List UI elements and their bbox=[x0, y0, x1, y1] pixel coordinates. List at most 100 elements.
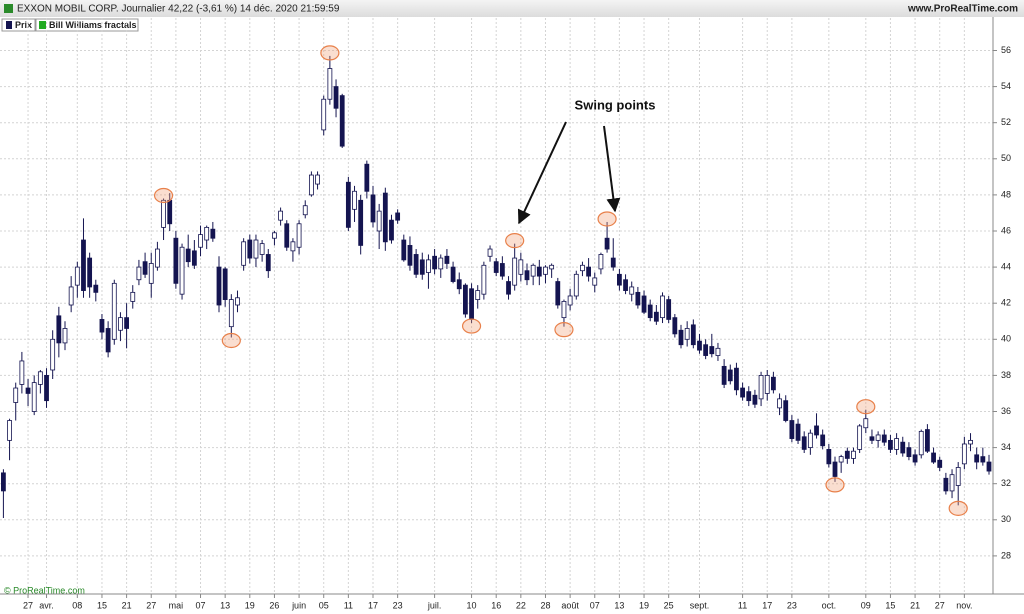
candle-body bbox=[222, 268, 228, 300]
candle-body bbox=[580, 264, 585, 272]
y-tick-label: 52 bbox=[1001, 117, 1011, 127]
x-tick-label: 13 bbox=[220, 600, 230, 610]
candle-body bbox=[407, 245, 413, 266]
candle-body bbox=[949, 474, 955, 492]
y-tick-label: 56 bbox=[1001, 45, 1011, 55]
candle-body bbox=[198, 234, 203, 248]
legend-label: Bill Williams fractals bbox=[49, 20, 136, 30]
candle-body bbox=[758, 374, 764, 400]
candle-body bbox=[228, 299, 234, 328]
x-tick-label: 27 bbox=[935, 600, 945, 610]
candle-body bbox=[814, 425, 819, 436]
candle-body bbox=[167, 199, 173, 225]
candle-body bbox=[7, 420, 12, 441]
x-tick-label: juin bbox=[291, 600, 306, 610]
x-tick-label: 09 bbox=[861, 600, 871, 610]
candle-body bbox=[660, 295, 665, 319]
candle-body bbox=[241, 241, 247, 266]
candle-body bbox=[598, 254, 604, 270]
annotation-arrow bbox=[517, 121, 567, 225]
candle-body bbox=[506, 281, 511, 295]
candle-body bbox=[715, 347, 721, 356]
fractal-circle bbox=[554, 322, 574, 338]
candle-body bbox=[857, 425, 863, 450]
candle-body bbox=[87, 257, 93, 288]
x-tick-label: 19 bbox=[245, 600, 255, 610]
candle-body bbox=[302, 205, 308, 216]
candle-body bbox=[641, 295, 647, 313]
x-tick-label: 17 bbox=[762, 600, 772, 610]
x-tick-label: 13 bbox=[614, 600, 624, 610]
y-tick-label: 30 bbox=[1001, 514, 1011, 524]
candle-body bbox=[19, 360, 25, 385]
candle-body bbox=[555, 281, 561, 306]
y-tick-label: 50 bbox=[1001, 153, 1011, 163]
candle-body bbox=[610, 257, 616, 268]
fractal-circle bbox=[825, 477, 845, 493]
fractal-circle bbox=[948, 500, 968, 516]
candle-body bbox=[142, 261, 148, 275]
candle-body bbox=[462, 284, 468, 315]
candle-body bbox=[185, 248, 191, 263]
candle-body bbox=[709, 346, 715, 355]
candle-body bbox=[925, 429, 930, 452]
candle-body bbox=[13, 387, 19, 403]
header-bar bbox=[0, 0, 1024, 17]
candle-body bbox=[31, 382, 37, 412]
x-tick-label: 19 bbox=[639, 600, 649, 610]
fractal-circle bbox=[461, 318, 482, 334]
candle-body bbox=[37, 371, 43, 385]
candle-body bbox=[259, 243, 265, 255]
candle-body bbox=[518, 259, 524, 275]
candle-body bbox=[678, 329, 684, 346]
candle-body bbox=[333, 86, 339, 109]
annotation-arrow bbox=[603, 125, 621, 213]
candle-body bbox=[210, 228, 216, 239]
candle-body bbox=[235, 297, 240, 306]
candle-body bbox=[444, 255, 450, 264]
x-tick-label: 17 bbox=[368, 600, 378, 610]
candle-body bbox=[906, 447, 912, 458]
candle-body bbox=[315, 174, 320, 185]
fractal-circle bbox=[153, 187, 174, 204]
x-tick-label: 05 bbox=[319, 600, 329, 610]
fractal-circle bbox=[221, 332, 241, 349]
candle-body bbox=[869, 436, 875, 441]
y-tick-label: 46 bbox=[1001, 225, 1011, 235]
plot bbox=[0, 18, 993, 594]
candle-body bbox=[863, 418, 869, 429]
x-tick-label: 11 bbox=[344, 600, 353, 610]
candle-body bbox=[493, 261, 499, 273]
candle-body bbox=[253, 239, 259, 259]
x-tick-label: 27 bbox=[23, 600, 33, 610]
candle-body bbox=[894, 438, 899, 450]
candle-body bbox=[81, 239, 86, 291]
y-tick-label: 54 bbox=[1001, 81, 1011, 91]
x-tick-label: 23 bbox=[787, 600, 797, 610]
candle-body bbox=[536, 266, 542, 277]
candle-body bbox=[0, 472, 6, 492]
source: www.ProRealTime.com bbox=[907, 4, 1018, 15]
x-tick-label: 22 bbox=[516, 600, 526, 610]
candle-body bbox=[734, 367, 739, 391]
candle-body bbox=[111, 282, 117, 340]
y-tick-label: 38 bbox=[1001, 370, 1011, 380]
candle-body bbox=[204, 226, 210, 241]
candle-body bbox=[118, 317, 123, 331]
candle-body bbox=[370, 194, 376, 223]
candle-body bbox=[888, 439, 893, 450]
x-tick-label: 28 bbox=[540, 600, 550, 610]
x-tick-label: mai bbox=[169, 600, 184, 610]
candle-body bbox=[327, 68, 333, 100]
candle-body bbox=[191, 250, 197, 266]
candle-body bbox=[44, 374, 49, 402]
candle-body bbox=[179, 246, 185, 295]
candle-body bbox=[308, 174, 314, 196]
candle-body bbox=[740, 387, 745, 398]
candle-body bbox=[752, 394, 758, 405]
candle-body bbox=[783, 400, 789, 421]
candle-body bbox=[838, 456, 844, 463]
candle-body bbox=[647, 304, 653, 319]
x-tick-label: 15 bbox=[97, 600, 107, 610]
